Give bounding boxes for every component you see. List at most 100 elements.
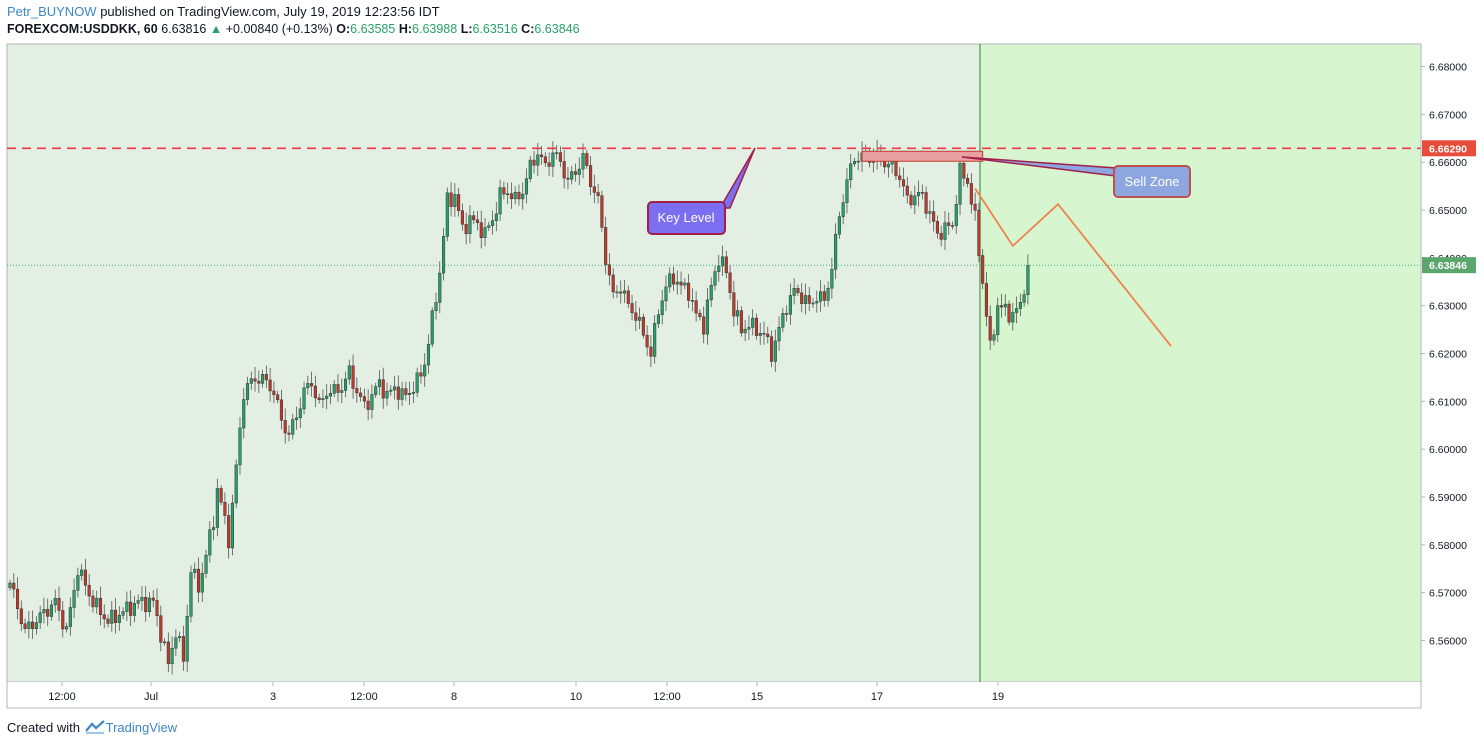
y-tick-label: 6.66000 (1429, 157, 1467, 169)
candle-body (1018, 302, 1022, 309)
candle-body (720, 256, 725, 267)
candle-body (110, 609, 114, 624)
candle-body (38, 612, 42, 623)
candle-body (287, 432, 291, 435)
candle-body (604, 227, 608, 265)
candle-body (125, 601, 129, 612)
candle-body (272, 390, 276, 395)
candle-body (27, 621, 31, 629)
candle-body (713, 271, 717, 286)
candle-body (72, 590, 76, 608)
candle-body (83, 569, 87, 586)
candle-body (566, 177, 570, 180)
x-tick-label: 3 (270, 691, 276, 703)
y-tick-label: 6.59000 (1429, 492, 1467, 504)
candle-body (555, 152, 559, 154)
candle-body (671, 273, 676, 285)
candle-body (690, 300, 694, 302)
candle-body (852, 161, 857, 165)
candle-body (992, 334, 996, 341)
candle-body (524, 178, 529, 195)
candle-body (140, 597, 144, 601)
candle-body (494, 213, 498, 221)
candle-body (947, 222, 951, 226)
candle-body (679, 281, 683, 286)
candle-body (249, 378, 253, 384)
candle-body (276, 394, 280, 401)
candle-body (68, 607, 72, 627)
candle-body (984, 283, 988, 317)
candle-body (966, 177, 970, 184)
candle-body (656, 314, 660, 324)
candle-body (370, 394, 374, 410)
candle-body (954, 204, 958, 226)
low-label: L: (460, 22, 473, 36)
candle-body (977, 209, 981, 256)
candle-body (457, 194, 461, 211)
candle-body (411, 392, 415, 394)
candle-body (117, 615, 121, 623)
candle-body (238, 427, 242, 466)
candle-body (23, 623, 27, 629)
candle-body (65, 626, 69, 630)
candle-body (223, 501, 227, 516)
candle-body (185, 615, 189, 662)
candle-body (517, 191, 521, 200)
candle-body (53, 598, 57, 606)
candle-body (415, 372, 419, 393)
author-link[interactable]: Petr_BUYNOW (7, 4, 97, 19)
candle-body (769, 336, 774, 362)
candle-body (227, 515, 231, 549)
x-tick-label: 8 (451, 691, 457, 703)
candle-body (781, 313, 785, 328)
candle-body (362, 396, 366, 402)
candle-body (585, 153, 589, 166)
candle-body (219, 488, 223, 503)
footer: Created with TradingView (7, 720, 177, 737)
candle-body (351, 365, 355, 389)
candle-body (819, 291, 823, 302)
candle-body (396, 386, 400, 400)
key-level-callout[interactable] (647, 201, 726, 235)
candle-body (600, 195, 604, 228)
candle-body (208, 529, 212, 556)
last-price: 6.63816 (161, 22, 207, 36)
candle-body (34, 622, 38, 629)
candle-body (87, 584, 91, 597)
candle-body (49, 604, 54, 617)
candle-body (973, 203, 977, 211)
time-axis (7, 682, 1421, 708)
candle-body (261, 374, 265, 384)
candle-body (389, 389, 393, 392)
candle-body (483, 227, 487, 238)
tradingview-brand[interactable]: TradingView (105, 720, 178, 735)
candle-body (698, 312, 702, 318)
candle-body (147, 597, 152, 612)
candle-body (498, 187, 502, 215)
candle-body (479, 222, 483, 238)
candle-body (638, 316, 642, 321)
candle-body (702, 316, 706, 335)
sell-zone-callout[interactable] (1113, 165, 1191, 198)
candle-body (728, 272, 732, 293)
candle-body (928, 211, 932, 214)
candle-body (430, 310, 434, 345)
candle-body (543, 156, 547, 164)
y-tick-label: 6.60000 (1429, 444, 1467, 456)
candle-body (788, 295, 792, 315)
candle-body (536, 154, 540, 166)
candle-body (641, 316, 645, 336)
callouts-layer: Key Level Sell Zone (647, 147, 1191, 235)
price-change: +0.00840 (+0.13%) (225, 22, 333, 36)
candle-body (1003, 303, 1007, 308)
candle-body (547, 162, 551, 167)
candle-body (144, 597, 148, 612)
candle-body (336, 384, 340, 393)
candle-body (445, 192, 449, 237)
candle-body (129, 601, 133, 616)
candle-body (121, 611, 125, 616)
candle-body (988, 316, 992, 341)
candle-body (310, 383, 314, 387)
candle-body (268, 379, 272, 392)
